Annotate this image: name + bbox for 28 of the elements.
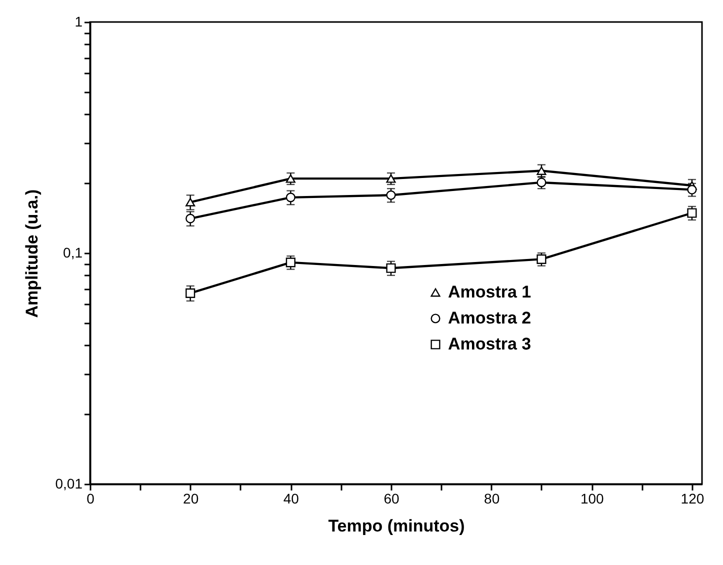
point <box>186 214 196 224</box>
point <box>286 174 296 183</box>
x-tick-label: 0 <box>86 490 95 506</box>
x-tick-label: 20 <box>183 490 199 506</box>
x-tick-label: 100 <box>580 490 604 506</box>
legend-label: Amostra 3 <box>448 334 532 354</box>
point <box>536 166 546 175</box>
x-tick-label: 60 <box>384 490 400 506</box>
x-axis-title: Tempo (minutos) <box>328 516 465 536</box>
legend-label: Amostra 2 <box>448 308 532 328</box>
point <box>286 258 296 268</box>
point <box>386 263 396 273</box>
point <box>186 198 196 206</box>
y-tick-label: 0,1 <box>63 244 83 260</box>
point <box>687 184 697 194</box>
point <box>186 288 196 298</box>
point <box>386 190 396 200</box>
legend-label: Amostra 1 <box>448 282 532 302</box>
y-tick-label: 1 <box>74 14 83 30</box>
point <box>536 254 546 264</box>
y-tick-label: 0,01 <box>55 476 83 492</box>
y-axis-title: Amplitude (u.a.) <box>22 189 42 318</box>
x-tick-label: 80 <box>484 490 500 506</box>
x-tick-label: 120 <box>680 490 704 506</box>
point <box>286 192 296 202</box>
point <box>687 208 697 218</box>
x-tick-label: 40 <box>283 490 300 506</box>
point <box>386 174 396 183</box>
